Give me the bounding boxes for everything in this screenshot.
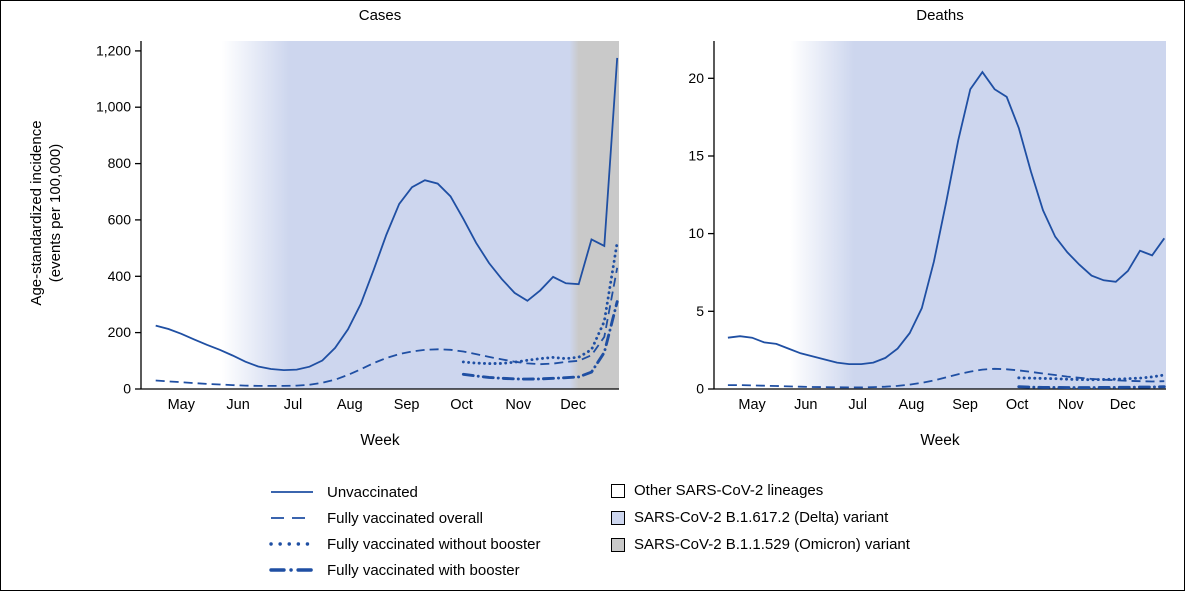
omicron-variant-swatch <box>611 537 625 552</box>
legend-item-fully-vaccinated-without-booster: Fully vaccinated without booster <box>269 531 540 557</box>
x-tick-label: May <box>168 397 196 413</box>
legend-item-fully-vaccinated-with-booster: Fully vaccinated with booster <box>269 557 540 583</box>
axes <box>135 41 619 390</box>
y-tick-label: 600 <box>108 211 132 227</box>
y-tick-label: 15 <box>688 148 704 164</box>
legend-label-fully-vaccinated-without-booster: Fully vaccinated without booster <box>327 535 541 553</box>
y-tick-label: 1,000 <box>96 99 131 115</box>
x-tick-label: Sep <box>952 397 978 413</box>
deaths-x-axis-label: Week <box>920 432 960 449</box>
legend-label-fully-vaccinated-overall: Fully vaccinated overall <box>327 509 483 527</box>
y-tick-label: 1,200 <box>96 42 131 58</box>
y-axis-label-line1: Age-standardized incidence <box>28 120 45 306</box>
variant-period-background <box>714 41 1166 389</box>
legend-label-delta-variant: SARS-CoV-2 B.1.617.2 (Delta) variant <box>634 509 889 526</box>
series-unvaccinated <box>727 70 1166 365</box>
x-tick-label: Dec <box>1110 397 1136 413</box>
x-tick-label: Aug <box>898 397 924 413</box>
fully-vaccinated-overall-line-sample <box>271 517 313 519</box>
x-tick-label: Oct <box>450 397 473 413</box>
y-tick-label: 5 <box>696 303 704 319</box>
legend-item-other-lineages: Other SARS-CoV-2 lineages <box>611 477 910 504</box>
legend-label-omicron-variant: SARS-CoV-2 B.1.1.529 (Omicron) variant <box>634 536 910 553</box>
x-tick-label: Jun <box>794 397 817 413</box>
cases-chart: 0 200 400 600 800 1,000 1,200 May Jun Jul Aug Sep Oc… <box>96 41 619 413</box>
variant-period-background <box>141 41 619 389</box>
legend-label-unvaccinated: Unvaccinated <box>327 483 418 501</box>
series-fully-vaccinated-with-booster <box>461 300 619 381</box>
variant-region-legend: Other SARS-CoV-2 lineages SARS-CoV-2 B.1… <box>611 477 910 558</box>
legend-label-fully-vaccinated-with-booster: Fully vaccinated with booster <box>327 561 520 579</box>
other-lineages-swatch <box>611 483 625 498</box>
series-fully-vaccinated-without-booster <box>461 241 619 366</box>
legend-item-omicron-variant: SARS-CoV-2 B.1.1.529 (Omicron) variant <box>611 531 910 558</box>
delta-variant-swatch <box>611 510 625 525</box>
x-tick-label: Sep <box>394 397 420 413</box>
legend-item-fully-vaccinated-overall: Fully vaccinated overall <box>269 505 540 531</box>
fully-vaccinated-with-booster-line-sample <box>269 568 315 572</box>
y-axis-label: Age-standardized incidence (events per 1… <box>27 3 67 423</box>
y-tick-label: 400 <box>108 268 132 284</box>
deaths-chart: 0 5 10 15 20 May Jun Jul Aug Sep Oct Nov Dec <box>688 41 1166 413</box>
x-tick-label: Dec <box>560 397 586 413</box>
cases-panel-title: Cases <box>358 7 402 24</box>
fully-vaccinated-without-booster-line-sample <box>269 542 315 546</box>
series-fully-vaccinated-without-booster <box>1017 373 1166 382</box>
y-tick-label: 10 <box>688 225 704 241</box>
y-tick-label: 800 <box>108 155 132 171</box>
unvaccinated-line-sample <box>271 491 313 493</box>
legend-label-other-lineages: Other SARS-CoV-2 lineages <box>634 482 824 499</box>
series-fully-vaccinated-overall <box>155 267 619 387</box>
x-tick-label: Jul <box>848 397 867 413</box>
x-tick-label: May <box>738 397 766 413</box>
x-tick-label: Oct <box>1006 397 1029 413</box>
series-unvaccinated <box>155 57 619 372</box>
y-axis-label-line2: (events per 100,000) <box>47 143 64 283</box>
x-tick-label: Nov <box>1058 397 1085 413</box>
y-tick-label: 0 <box>123 381 131 397</box>
y-tick-label: 0 <box>696 381 704 397</box>
y-tick-label: 200 <box>108 324 132 340</box>
x-tick-label: Jun <box>226 397 249 413</box>
legend-item-delta-variant: SARS-CoV-2 B.1.617.2 (Delta) variant <box>611 504 910 531</box>
series-fully-vaccinated-with-booster <box>1017 385 1166 390</box>
x-tick-label: Nov <box>505 397 532 413</box>
y-tick-label: 20 <box>688 70 704 86</box>
x-tick-label: Jul <box>284 397 303 413</box>
line-legend: Unvaccinated Fully vaccinated overall Fu… <box>269 479 540 583</box>
cases-x-axis-label: Week <box>360 432 400 449</box>
x-tick-label: Aug <box>337 397 363 413</box>
deaths-panel-title: Deaths <box>916 7 964 24</box>
axes <box>708 41 1166 390</box>
series-fully-vaccinated-overall <box>727 367 1165 389</box>
legend-item-unvaccinated: Unvaccinated <box>269 479 540 505</box>
